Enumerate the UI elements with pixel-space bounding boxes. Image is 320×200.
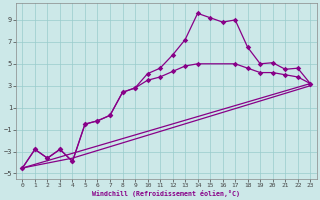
X-axis label: Windchill (Refroidissement éolien,°C): Windchill (Refroidissement éolien,°C) xyxy=(92,190,240,197)
